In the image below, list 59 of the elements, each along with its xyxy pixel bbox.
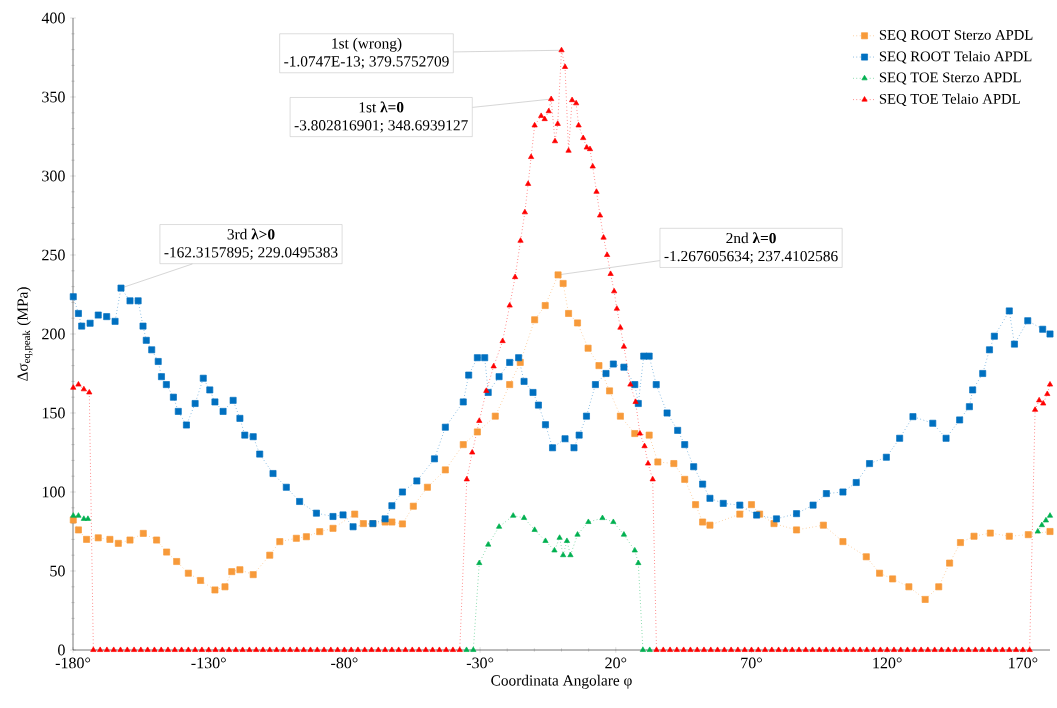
- x-tick-label: 70°: [741, 657, 762, 669]
- legend-label: SEQ TOE Sterzo APDL: [879, 72, 1021, 85]
- point: [567, 551, 574, 558]
- point: [84, 515, 91, 521]
- legend-label: SEQ TOE Telaio APDL: [879, 93, 1020, 107]
- x-tick-label: -30°: [466, 657, 494, 669]
- annotation: 2nd λ=0: [726, 232, 776, 244]
- point: [70, 512, 77, 518]
- point: [463, 646, 470, 652]
- point: [496, 523, 503, 529]
- y-tick-label: 100: [42, 486, 65, 498]
- point: [476, 559, 483, 565]
- annotation: 1st (wrong): [332, 37, 402, 52]
- point: [610, 518, 617, 524]
- y-tick-label: 0: [58, 644, 65, 656]
- x-tick-label: -130°: [191, 657, 226, 669]
- x-tick-label: 170°: [1009, 657, 1038, 669]
- annotation: -162.3157895; 229.0495383: [164, 247, 338, 260]
- point: [585, 518, 592, 524]
- point: [620, 531, 627, 537]
- x-tick-label: 120°: [873, 657, 902, 669]
- point: [551, 547, 558, 553]
- y-axis-title: Δσ$_{eq,peak}$ (MPa): [16, 287, 33, 381]
- y-tick-label: 300: [42, 170, 65, 182]
- point: [521, 514, 528, 520]
- legend-label: SEQ ROOT Telaio APDL: [879, 50, 1032, 64]
- point: [646, 646, 653, 652]
- y-tick-label: 50: [50, 565, 65, 577]
- point: [510, 512, 517, 518]
- y-tick-label: 200: [42, 328, 65, 340]
- legend-label: SEQ ROOT Sterzo APDL: [879, 29, 1033, 43]
- point: [631, 547, 638, 553]
- point: [1034, 528, 1041, 534]
- point: [599, 514, 606, 520]
- point: [556, 534, 563, 540]
- x-tick-label: -180°: [55, 657, 91, 669]
- y-tick-label: 250: [42, 249, 65, 261]
- point: [531, 526, 538, 532]
- point: [560, 551, 567, 558]
- point: [635, 559, 642, 565]
- point: [75, 512, 82, 518]
- point: [563, 537, 570, 543]
- y-tick-label: 350: [42, 91, 65, 103]
- annotation: -1.267605634; 237.4102586: [664, 250, 838, 264]
- point: [639, 646, 646, 652]
- point: [1038, 521, 1045, 528]
- annotation: 1st λ=0: [359, 101, 404, 113]
- point: [485, 541, 492, 547]
- annotation: 3rd λ>0: [227, 228, 275, 240]
- y-tick-label: 400: [41, 12, 65, 24]
- x-axis-title: Coordinata Angolare φ: [491, 674, 632, 689]
- point: [470, 646, 477, 652]
- y-tick-label: 150: [42, 407, 65, 419]
- point: [542, 537, 549, 543]
- x-tick-label: 20°: [605, 657, 627, 669]
- x-tick-label: -80°: [331, 657, 358, 669]
- annotation: -1.0747E-13; 379.5752709: [284, 56, 449, 69]
- point: [574, 531, 581, 537]
- annotation: -3.802816901; 348.6939127: [294, 120, 468, 133]
